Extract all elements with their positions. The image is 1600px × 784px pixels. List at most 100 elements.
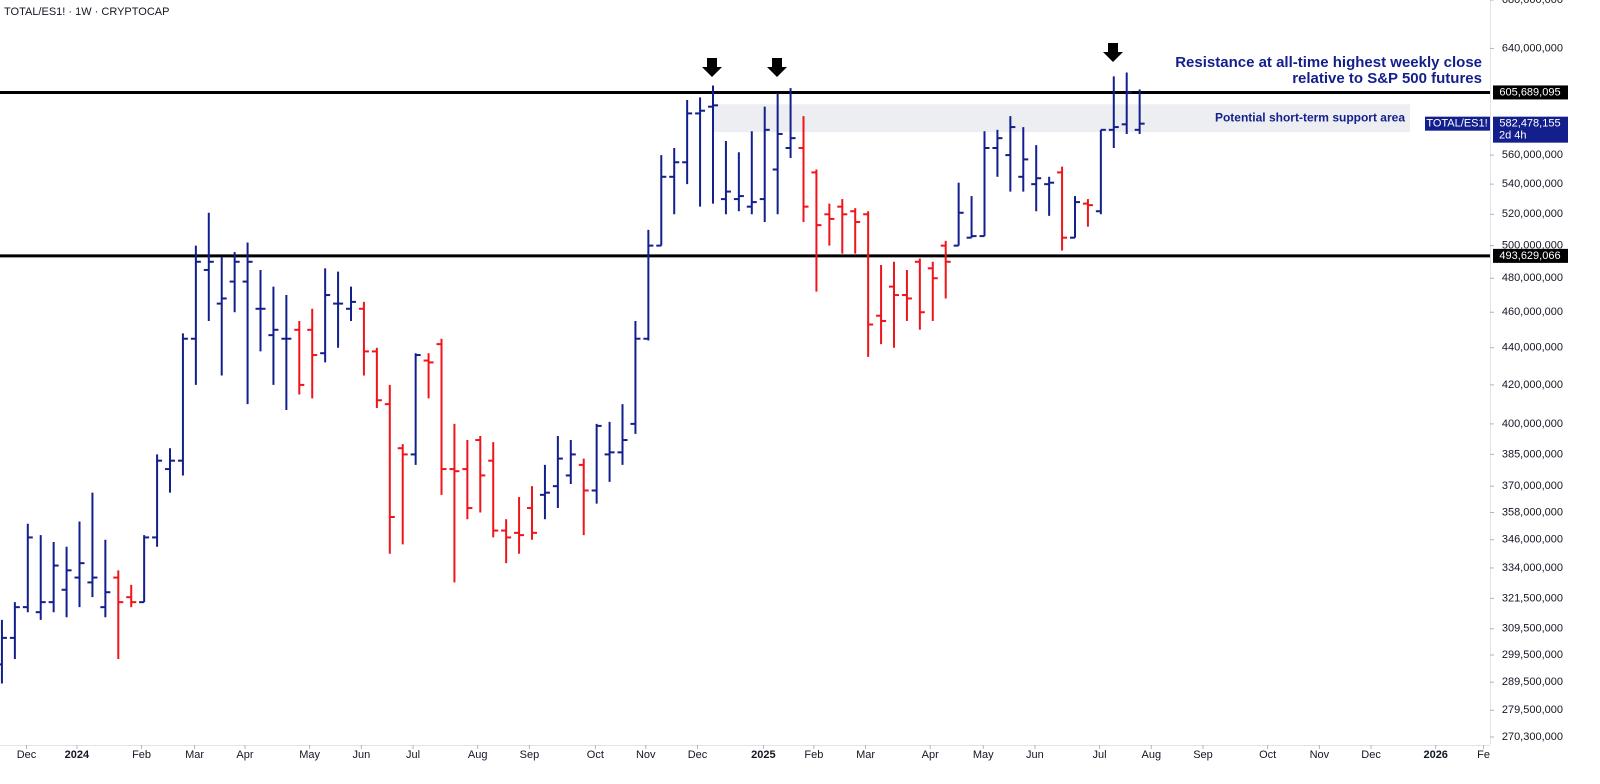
x-tick-label: Dec: [688, 749, 708, 761]
ohlc-bar: [48, 542, 59, 613]
ohlc-bar: [1031, 145, 1042, 212]
x-tick-label: Dec: [17, 749, 37, 761]
ohlc-bar: [656, 155, 667, 247]
ohlc-bar: [462, 440, 473, 520]
ohlc-bar: [733, 152, 744, 212]
ohlc-bar: [203, 212, 214, 321]
y-tick-label: 480,000,000: [1502, 272, 1563, 284]
x-tick-label: Jul: [1093, 749, 1107, 761]
series-name: TOTAL/ES1!: [1426, 118, 1487, 130]
ohlc-bar: [358, 301, 369, 376]
ohlc-bar: [966, 196, 977, 239]
ohlc-bar: [863, 211, 874, 357]
ohlc-bar: [139, 535, 150, 604]
ohlc-bar: [1108, 76, 1119, 148]
support-label: Potential short-term support area: [1215, 110, 1405, 124]
ohlc-bar: [165, 448, 176, 493]
arrow: [1103, 43, 1123, 62]
ohlc-bar: [876, 265, 887, 345]
ohlc-bar: [746, 131, 757, 215]
annotation: relative to S&P 500 futures: [1292, 70, 1482, 87]
y-tick-label: 299,500,000: [1502, 649, 1563, 661]
level-label: 493,629,066: [1499, 250, 1560, 262]
ohlc-bar: [940, 240, 951, 299]
annotation: Resistance at all-time highest weekly cl…: [1175, 54, 1482, 71]
x-tick-label: 2024: [65, 749, 90, 761]
x-tick-label: Apr: [236, 749, 253, 761]
y-tick-label: 560,000,000: [1502, 149, 1563, 161]
ohlc-bar: [992, 129, 1003, 177]
y-tick-label: 289,500,000: [1502, 676, 1563, 688]
ohlc-bar: [798, 116, 809, 223]
y-tick-label: 420,000,000: [1502, 379, 1563, 391]
x-tick-label: Jun: [352, 749, 370, 761]
ohlc-bar: [501, 519, 512, 564]
ohlc-bar: [87, 492, 98, 598]
level-tag: [1493, 85, 1568, 100]
ohlc-bar: [371, 347, 382, 409]
ohlc-bar: [74, 521, 85, 608]
ohlc-bar: [630, 320, 641, 434]
ohlc-bar: [320, 268, 331, 363]
ohlc-bar: [552, 435, 563, 509]
x-tick-label: Dec: [1361, 749, 1381, 761]
ohlc-bar: [216, 256, 227, 376]
y-tick-label: 309,500,000: [1502, 623, 1563, 635]
x-tick-label: Sep: [520, 749, 540, 761]
ohlc-bar: [837, 199, 848, 254]
ohlc-bar: [1057, 166, 1068, 251]
ohlc-bar: [475, 435, 486, 513]
ohlc-bar: [35, 535, 46, 620]
ohlc-bar: [539, 464, 550, 520]
y-tick-label: 640,000,000: [1502, 42, 1563, 54]
ohlc-bar: [850, 208, 861, 254]
ohlc-bar: [346, 286, 357, 321]
y-tick-label: 270,300,000: [1502, 731, 1563, 743]
ohlc-bar: [1095, 128, 1106, 215]
x-tick-label: 2025: [751, 749, 775, 761]
arrows: [702, 43, 1123, 77]
ohlc-bar: [1121, 72, 1132, 134]
ohlc-bar: [22, 523, 33, 613]
ohlc-bar: [669, 147, 680, 215]
ohlc-bar: [384, 384, 395, 554]
y-tick-label: 520,000,000: [1502, 208, 1563, 220]
ohlc-bar: [397, 444, 408, 545]
ohlc-bar: [720, 140, 731, 215]
ohlc-bar: [1044, 176, 1055, 216]
x-tick-label: Mar: [856, 749, 875, 761]
ohlc-bar: [527, 486, 538, 540]
series-tag: [1425, 116, 1490, 131]
ohlc-bar: [177, 333, 188, 476]
ohlc-bar: [1018, 127, 1029, 192]
level-label: 605,689,095: [1499, 86, 1560, 98]
x-tick-label: Feb: [132, 749, 151, 761]
ohlc-bar: [514, 497, 525, 554]
ohlc-bar: [953, 182, 964, 247]
ohlc-bar: [1134, 89, 1145, 134]
x-tick-label: Jul: [406, 749, 420, 761]
ohlc-bar: [190, 245, 201, 385]
countdown: 2d 4h: [1499, 130, 1527, 142]
ohlc-bar: [927, 261, 938, 321]
ohlc-bar: [759, 106, 770, 223]
ohlc-bar: [449, 423, 460, 583]
x-tick-label: Oct: [1259, 749, 1276, 761]
x-tick-label: Fe: [1477, 749, 1490, 761]
y-tick-label: 540,000,000: [1502, 178, 1563, 190]
ohlc-bar: [643, 229, 654, 341]
ohlc-bar: [1005, 116, 1016, 192]
ohlc-bar: [772, 93, 783, 215]
y-tick-label: 370,000,000: [1502, 480, 1563, 492]
ohlc-bar: [307, 308, 318, 399]
ohlc-bar: [229, 252, 240, 313]
ohlc-bar: [708, 85, 719, 204]
ohlc-bar: [333, 271, 344, 348]
ohlc-bar: [1069, 196, 1080, 239]
x-tick-label: Apr: [922, 749, 939, 761]
ohlc-bar: [604, 421, 615, 482]
arrow: [767, 58, 787, 77]
ohlc-bar: [423, 353, 434, 399]
ohlc-bar: [889, 261, 899, 348]
